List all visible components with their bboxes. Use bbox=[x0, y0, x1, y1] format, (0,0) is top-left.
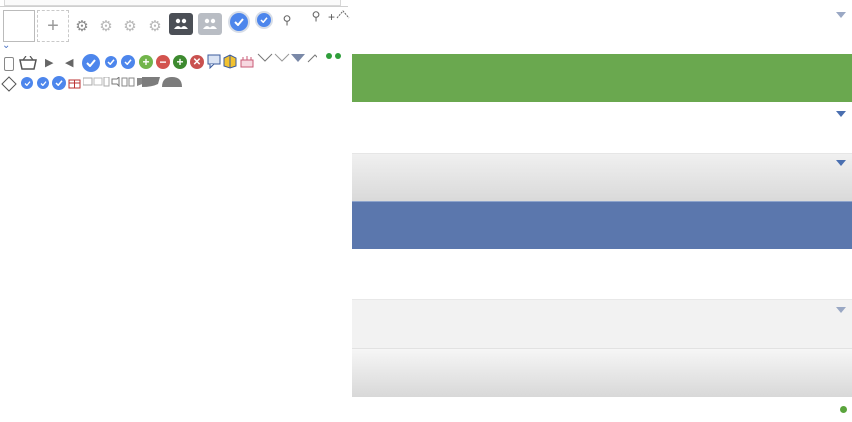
tab-shapes-icon bbox=[142, 77, 182, 87]
caret-right-icon[interactable]: ▶ bbox=[45, 57, 54, 69]
panel-green bbox=[352, 54, 852, 102]
diamond-icon bbox=[1, 76, 17, 92]
status-dot-icon bbox=[335, 53, 341, 59]
plus-icon[interactable]: + bbox=[328, 10, 336, 24]
gift-icon bbox=[68, 79, 81, 89]
dropdown-arrow-icon[interactable] bbox=[836, 307, 846, 313]
check-icon[interactable] bbox=[37, 77, 49, 89]
close-circle-icon[interactable]: ✕ bbox=[190, 55, 204, 69]
people-icon bbox=[174, 18, 188, 29]
caret-left-icon[interactable]: ◀ bbox=[65, 57, 74, 69]
panel-grey-gradient bbox=[352, 153, 852, 202]
chevron-set-icon bbox=[257, 53, 317, 63]
check-icon[interactable] bbox=[52, 76, 66, 90]
dropdown-arrow-icon[interactable] bbox=[836, 12, 846, 18]
gear-icon[interactable]: ⚙ bbox=[123, 18, 137, 35]
gear-icon[interactable]: ⚙ bbox=[148, 18, 162, 35]
collapse-icon[interactable] bbox=[336, 8, 350, 22]
photo-tile[interactable] bbox=[3, 10, 35, 42]
sprite-sheet-left: + ⌄ ⚙ ⚙ ⚙ ⚙ ⚲ ⚲ + ▶ ◀ + bbox=[0, 0, 352, 100]
phone-icon bbox=[4, 57, 14, 71]
panel-white bbox=[352, 102, 852, 153]
group-icon[interactable] bbox=[198, 13, 222, 35]
add-circle-icon[interactable]: + bbox=[139, 55, 153, 69]
panel-white bbox=[352, 249, 852, 299]
panel-grey-gradient bbox=[352, 348, 852, 397]
status-dot-icon bbox=[840, 406, 847, 413]
top-frame bbox=[0, 0, 348, 7]
group-icon[interactable] bbox=[169, 13, 193, 35]
dropdown-arrow-icon[interactable] bbox=[836, 111, 846, 117]
check-icon[interactable] bbox=[21, 77, 33, 89]
panel-blue bbox=[352, 201, 852, 250]
check-icon[interactable] bbox=[230, 13, 248, 31]
people-icon bbox=[203, 18, 217, 29]
basket-icon[interactable] bbox=[18, 56, 38, 70]
check-icon[interactable] bbox=[105, 56, 117, 68]
check-icon[interactable] bbox=[82, 54, 100, 72]
add-photo-tile[interactable]: + bbox=[37, 10, 69, 42]
panel-light-grey bbox=[352, 299, 852, 348]
gear-icon[interactable]: ⚙ bbox=[75, 18, 89, 35]
add-circle-icon[interactable]: + bbox=[173, 55, 187, 69]
box-icon[interactable] bbox=[222, 53, 238, 69]
search-icon[interactable]: ⚲ bbox=[282, 13, 292, 27]
status-dot-icon bbox=[326, 53, 332, 59]
cake-icon[interactable] bbox=[239, 53, 255, 69]
check-icon[interactable] bbox=[257, 13, 271, 27]
chevron-down-icon: ⌄ bbox=[2, 40, 11, 51]
remove-circle-icon[interactable]: − bbox=[156, 55, 170, 69]
top-frame-inner bbox=[4, 0, 341, 6]
dropdown-arrow-icon[interactable] bbox=[836, 160, 846, 166]
gear-icon[interactable]: ⚙ bbox=[99, 18, 113, 35]
chat-icon[interactable] bbox=[206, 53, 222, 69]
check-icon[interactable] bbox=[121, 55, 135, 69]
search-icon[interactable]: ⚲ bbox=[311, 9, 321, 23]
add-icon: + bbox=[47, 14, 59, 37]
panel-white-top bbox=[352, 0, 852, 54]
